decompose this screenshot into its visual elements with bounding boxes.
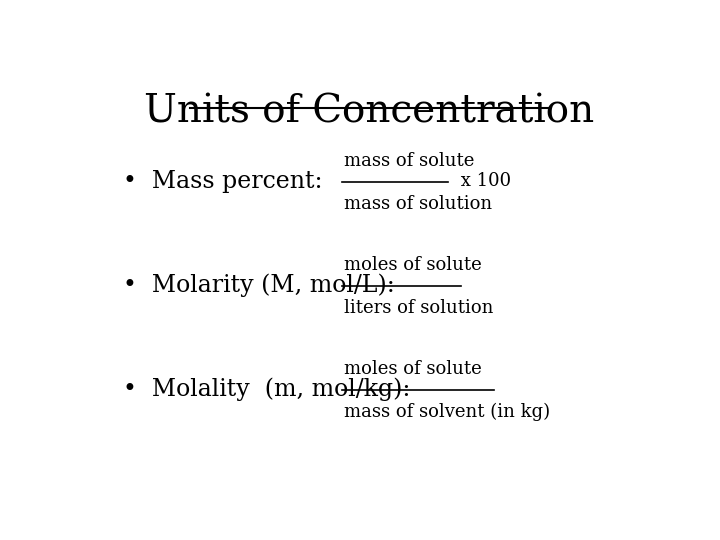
Text: •  Molality  (m, mol/kg):: • Molality (m, mol/kg): [124, 377, 411, 401]
Text: mass of solvent (in kg): mass of solvent (in kg) [344, 403, 550, 421]
Text: Units of Concentration: Units of Concentration [144, 94, 594, 131]
Text: moles of solute: moles of solute [344, 256, 482, 274]
Text: mass of solution: mass of solution [344, 195, 492, 213]
Text: •  Mass percent:: • Mass percent: [124, 170, 323, 193]
Text: x 100: x 100 [455, 172, 511, 190]
Text: moles of solute: moles of solute [344, 360, 482, 378]
Text: mass of solute: mass of solute [344, 152, 474, 170]
Text: •  Molarity (M, mol/L):: • Molarity (M, mol/L): [124, 273, 395, 297]
Text: liters of solution: liters of solution [344, 299, 493, 317]
